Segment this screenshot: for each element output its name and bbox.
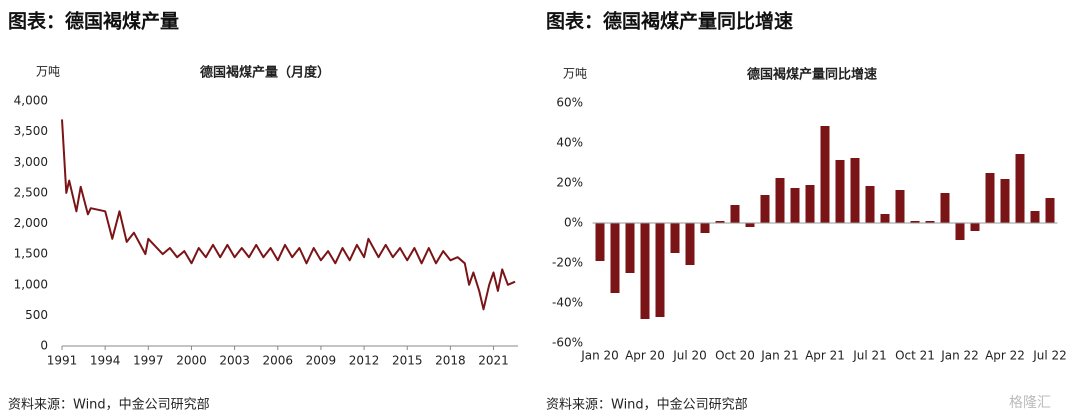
bar	[820, 126, 830, 223]
y-tick-label: 60%	[556, 96, 583, 110]
y-tick-label: -40%	[552, 296, 583, 310]
bar	[1030, 211, 1040, 223]
unit: 万吨	[36, 65, 60, 79]
bar	[775, 178, 785, 223]
y-tick-label: -20%	[552, 256, 583, 270]
line	[61, 119, 516, 311]
y-tick-label: 3,500	[14, 124, 48, 138]
x-tick-label: 1994	[90, 354, 121, 368]
bar	[850, 158, 860, 223]
bar	[625, 223, 635, 273]
bar	[745, 223, 755, 227]
bar	[685, 223, 695, 265]
bar	[655, 223, 665, 317]
chart-title: 德国褐煤产量同比增速	[747, 67, 877, 83]
x-tick-label: 2012	[349, 354, 380, 368]
x-tick-label: Jan 20	[580, 349, 619, 363]
bar	[1000, 179, 1010, 223]
bar	[670, 223, 680, 253]
bar	[955, 223, 965, 240]
bar	[865, 186, 875, 223]
bar	[805, 185, 815, 223]
x-tick-label: Jan 21	[760, 349, 799, 363]
header: 图表：德国褐煤产量同比增速	[546, 10, 793, 33]
y-tick-label: 2,000	[14, 216, 48, 230]
bar	[790, 188, 800, 223]
x-tick-label: Apr 20	[625, 349, 665, 363]
y-tick-label: 20%	[556, 176, 583, 190]
x-tick-label: Oct 20	[715, 349, 755, 363]
x-tick-label: Apr 22	[985, 349, 1025, 363]
y-tick-label: 3,000	[14, 155, 48, 169]
x-tick-label: 2006	[262, 354, 293, 368]
x-tick-label: 2018	[435, 354, 466, 368]
bar	[835, 160, 845, 223]
source: 资料来源：Wind，中金公司研究部	[546, 397, 748, 413]
y-tick-label: 1,500	[14, 247, 48, 261]
bar	[910, 221, 920, 223]
bar	[880, 214, 890, 223]
bar	[640, 223, 650, 319]
source: 资料来源：Wind，中金公司研究部	[8, 397, 210, 413]
bar	[925, 221, 935, 223]
x-tick-label: Apr 21	[805, 349, 845, 363]
x-tick-label: Jul 21	[852, 349, 887, 363]
x-tick-label: 2003	[219, 354, 250, 368]
x-tick-label: 2000	[176, 354, 207, 368]
y-tick-label: 0%	[564, 216, 583, 230]
bar	[700, 223, 710, 233]
y-tick-label: 4,000	[14, 94, 48, 108]
x-tick-label: Jul 20	[672, 349, 707, 363]
x-tick-label: 2009	[306, 354, 337, 368]
y-tick-label: 0	[40, 339, 48, 353]
x-tick-label: Jul 22	[1032, 349, 1067, 363]
y-tick-label: 40%	[556, 136, 583, 150]
x-tick-label: 1991	[47, 354, 78, 368]
bar	[610, 223, 620, 293]
watermark: 格隆汇	[1009, 395, 1051, 411]
y-tick-label: 500	[25, 308, 48, 322]
unit: 万吨	[563, 67, 587, 81]
bar	[760, 195, 770, 223]
x-tick-label: Jan 22	[940, 349, 979, 363]
x-tick-label: 1997	[133, 354, 164, 368]
bar	[970, 223, 980, 231]
y-tick-label: 1,000	[14, 277, 48, 291]
header: 图表：德国褐煤产量	[8, 10, 179, 33]
bar	[715, 221, 725, 223]
bar	[595, 223, 605, 261]
chart-title: 德国褐煤产量（月度）	[200, 65, 330, 81]
y-tick-label: 2,500	[14, 185, 48, 199]
bar	[985, 173, 995, 223]
y-tick-label: -60%	[552, 336, 583, 350]
bar	[940, 193, 950, 223]
bar	[1045, 198, 1055, 223]
bar	[730, 205, 740, 223]
bar	[895, 190, 905, 223]
bar	[1015, 154, 1025, 223]
x-tick-label: Oct 21	[895, 349, 935, 363]
x-tick-label: 2021	[478, 354, 509, 368]
x-tick-label: 2015	[392, 354, 423, 368]
